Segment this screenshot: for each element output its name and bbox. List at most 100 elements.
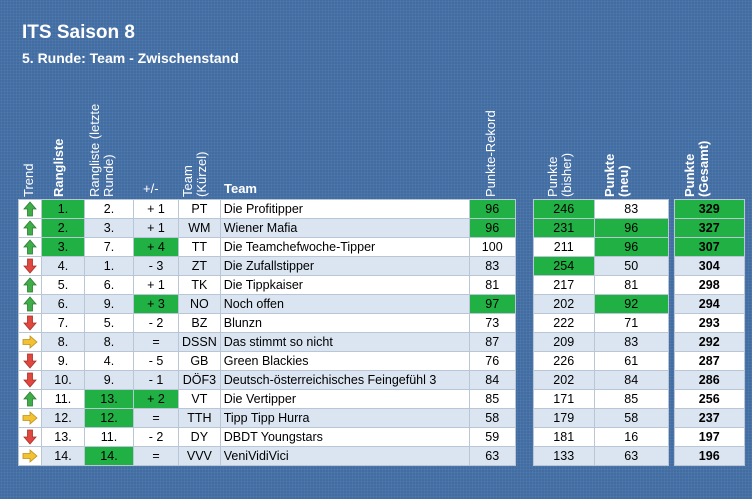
team-code-cell: TK (178, 275, 221, 295)
spacer (515, 409, 533, 428)
team-name-cell: Die Vertipper (219, 389, 470, 409)
trend-cell (18, 427, 42, 447)
rank-cell: 1. (41, 199, 85, 219)
points-new-cell: 84 (593, 370, 669, 390)
trend-cell (18, 199, 42, 219)
table-row: 3. 7. + 4 TT Die Teamchefwoche-Tipper 100 211 9… (18, 237, 745, 257)
table-row: 7. 5. - 2 BZ Blunzn 73 222 71 293 (18, 313, 745, 333)
points-total-cell: 304 (673, 256, 745, 276)
record-cell: 59 (468, 427, 516, 447)
table-row: 11. 13. + 2 VT Die Vertipper 85 171 85 256 (18, 389, 745, 409)
prev-rank-cell: 5. (84, 313, 134, 333)
trend-cell (18, 237, 42, 257)
points-prev-cell: 217 (532, 275, 595, 295)
points-prev-cell: 179 (532, 408, 595, 428)
rank-cell: 11. (41, 389, 85, 409)
team-name-cell: Wiener Mafia (219, 218, 470, 238)
spacer (515, 428, 533, 447)
rank-cell: 2. (41, 218, 85, 238)
record-cell: 81 (468, 275, 516, 295)
points-total-cell: 256 (673, 389, 745, 409)
rank-cell: 5. (41, 275, 85, 295)
table-row: 5. 6. + 1 TK Die Tippkaiser 81 217 81 298 (18, 275, 745, 295)
rank-cell: 14. (41, 446, 85, 466)
prev-rank-cell: 7. (84, 237, 134, 257)
points-total-cell: 307 (673, 237, 745, 257)
header-punkte-bisher: Punkte (bisher) (545, 152, 574, 197)
rank-cell: 12. (41, 408, 85, 428)
team-code-cell: VT (178, 389, 221, 409)
down-arrow-icon (23, 353, 37, 369)
trend-cell (18, 351, 42, 371)
team-name-cell: DBDT Youngstars (219, 427, 470, 447)
team-name-cell: Das stimmt so nicht (219, 332, 470, 352)
right-arrow-icon (22, 411, 38, 426)
team-code-cell: DÖF3 (178, 370, 221, 390)
prev-rank-cell: 12. (84, 408, 134, 428)
points-total-cell: 287 (673, 351, 745, 371)
team-name-cell: Die Tippkaiser (219, 275, 470, 295)
team-code-cell: TT (178, 237, 221, 257)
prev-rank-cell: 11. (84, 427, 134, 447)
rank-cell: 6. (41, 294, 85, 314)
table-row: 2. 3. + 1 WM Wiener Mafia 96 231 96 327 (18, 218, 745, 238)
points-new-cell: 16 (593, 427, 669, 447)
rank-cell: 8. (41, 332, 85, 352)
up-arrow-icon (23, 296, 37, 312)
prev-rank-cell: 4. (84, 351, 134, 371)
header-plusminus: +/- (143, 181, 159, 196)
record-cell: 83 (468, 256, 516, 276)
up-arrow-icon (23, 220, 37, 236)
points-prev-cell: 202 (532, 370, 595, 390)
diff-cell: + 3 (133, 294, 179, 314)
spacer (515, 257, 533, 276)
diff-cell: + 2 (133, 389, 179, 409)
header-punkte-gesamt: Punkte (Gesamt) (682, 140, 711, 197)
team-code-cell: WM (178, 218, 221, 238)
points-total-cell: 298 (673, 275, 745, 295)
points-new-cell: 61 (593, 351, 669, 371)
points-new-cell: 96 (593, 218, 669, 238)
rank-cell: 3. (41, 237, 85, 257)
points-prev-cell: 209 (532, 332, 595, 352)
table-row: 10. 9. - 1 DÖF3 Deutsch-österreichisches Fei… (18, 370, 745, 390)
points-total-cell: 327 (673, 218, 745, 238)
diff-cell: + 4 (133, 237, 179, 257)
points-prev-cell: 202 (532, 294, 595, 314)
record-cell: 85 (468, 389, 516, 409)
right-arrow-icon (22, 335, 38, 350)
header-rangliste: Rangliste (51, 138, 66, 197)
page-title: ITS Saison 8 (22, 22, 135, 43)
table-row: 6. 9. + 3 NO Noch offen 97 202 92 294 (18, 294, 745, 314)
trend-cell (18, 446, 42, 466)
record-cell: 63 (468, 446, 516, 466)
points-new-cell: 85 (593, 389, 669, 409)
points-new-cell: 92 (593, 294, 669, 314)
rank-cell: 10. (41, 370, 85, 390)
trend-cell (18, 370, 42, 390)
team-code-cell: GB (178, 351, 221, 371)
down-arrow-icon (23, 315, 37, 331)
points-new-cell: 63 (593, 446, 669, 466)
team-code-cell: PT (178, 199, 221, 219)
up-arrow-icon (23, 201, 37, 217)
team-name-cell: Green Blackies (219, 351, 470, 371)
team-name-cell: Blunzn (219, 313, 470, 333)
spacer (515, 333, 533, 352)
rank-cell: 4. (41, 256, 85, 276)
team-name-cell: Noch offen (219, 294, 470, 314)
team-code-cell: TTH (178, 408, 221, 428)
points-new-cell: 83 (593, 332, 669, 352)
diff-cell: - 3 (133, 256, 179, 276)
points-total-cell: 293 (673, 313, 745, 333)
points-new-cell: 81 (593, 275, 669, 295)
header-team-kuerzel: Team (Kürzel) (180, 151, 209, 197)
down-arrow-icon (23, 372, 37, 388)
team-code-cell: ZT (178, 256, 221, 276)
table-row: 14. 14. = VVV VeniVidiVici 63 133 63 196 (18, 446, 745, 466)
team-code-cell: NO (178, 294, 221, 314)
trend-cell (18, 294, 42, 314)
spacer (515, 371, 533, 390)
spacer (515, 295, 533, 314)
